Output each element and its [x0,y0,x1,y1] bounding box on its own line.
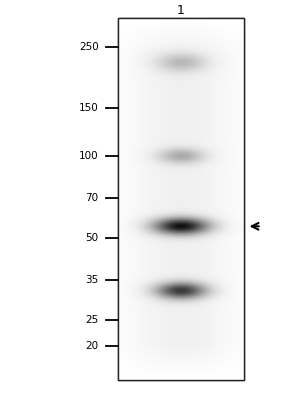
Text: 25: 25 [86,314,99,324]
Bar [118,18,244,380]
Text: 70: 70 [86,193,99,203]
Text: 50: 50 [86,232,99,242]
Text: 150: 150 [79,103,99,113]
Text: 1: 1 [177,4,185,16]
Text: 20: 20 [86,341,99,351]
Text: 250: 250 [79,42,99,52]
Bar [118,18,244,380]
Text: 100: 100 [79,150,99,160]
Text: 35: 35 [86,275,99,285]
